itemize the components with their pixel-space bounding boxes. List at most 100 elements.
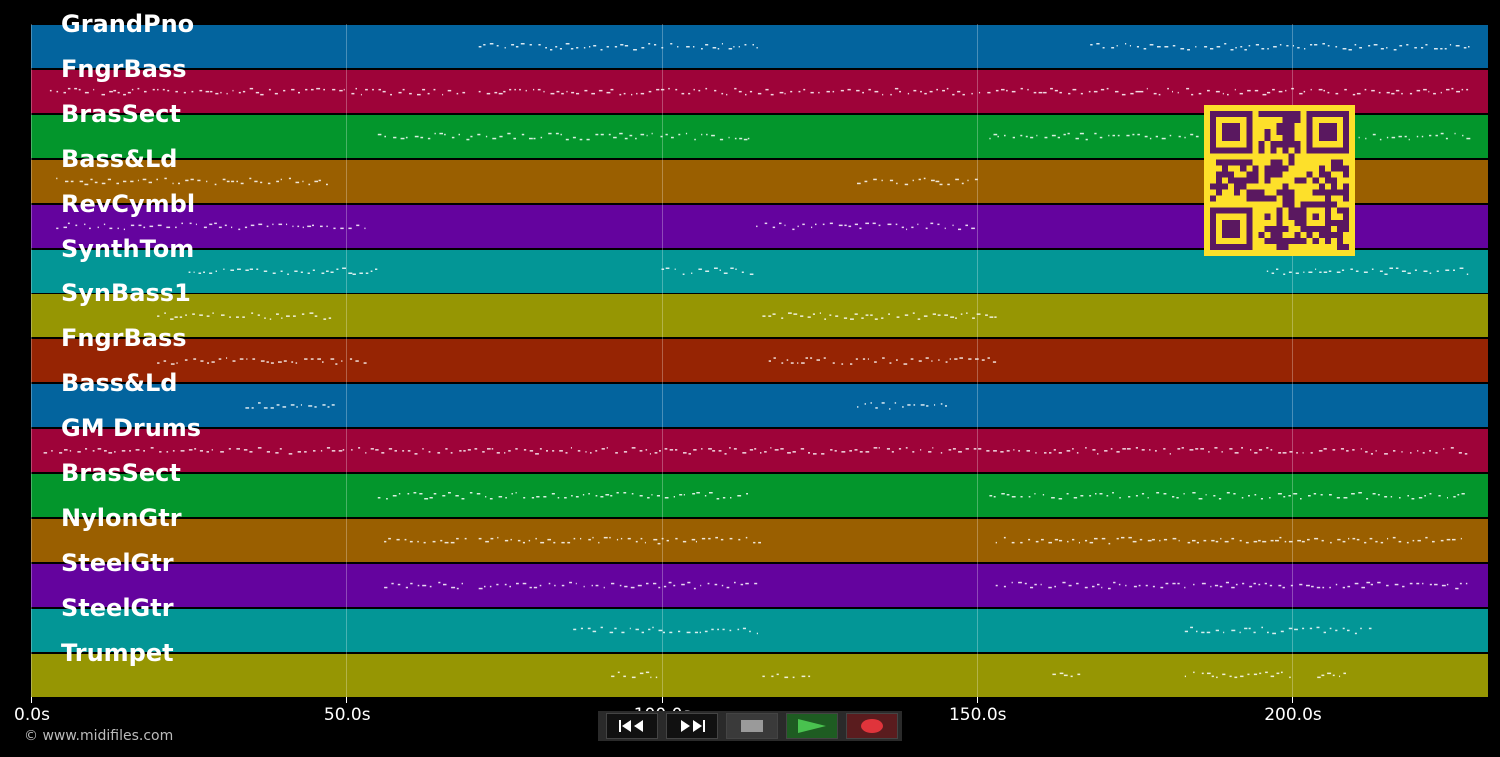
note-mark (675, 88, 678, 91)
note-mark (589, 46, 591, 48)
note-mark (938, 359, 940, 361)
note-mark (1297, 47, 1300, 49)
qr-code-icon[interactable] (1204, 105, 1355, 256)
note-mark (1126, 134, 1130, 137)
note-mark (1038, 91, 1043, 94)
note-mark (1116, 45, 1118, 47)
note-mark (1456, 90, 1460, 93)
note-mark (678, 133, 681, 136)
note-mark (631, 493, 634, 495)
note-mark (749, 90, 753, 93)
note-mark (1386, 47, 1388, 49)
note-mark (663, 585, 667, 588)
note-mark (926, 405, 929, 407)
note-mark (538, 44, 541, 46)
note-mark (1440, 539, 1444, 542)
note-mark (1272, 88, 1275, 91)
note-mark (989, 137, 991, 140)
note-mark (1159, 539, 1161, 542)
note-mark (236, 180, 238, 183)
note-mark (537, 88, 541, 91)
note-mark (928, 451, 932, 453)
record-button[interactable] (846, 713, 898, 739)
note-mark (1231, 586, 1235, 589)
note-mark (1308, 271, 1313, 273)
note-mark (314, 406, 317, 408)
note-mark (135, 449, 140, 451)
rewind-button[interactable] (606, 713, 658, 739)
note-mark (193, 271, 195, 273)
note-mark (967, 179, 969, 182)
note-mark (288, 177, 291, 180)
note-mark (745, 582, 749, 585)
note-mark (886, 448, 890, 450)
note-mark (972, 317, 975, 319)
note-mark (1308, 495, 1311, 497)
note-mark (157, 315, 160, 317)
track-lane (31, 249, 1488, 293)
note-mark (1360, 448, 1362, 450)
note-mark (1421, 135, 1424, 138)
note-mark (1282, 586, 1285, 589)
note-mark (737, 495, 742, 497)
note-mark (413, 492, 417, 494)
note-mark (1358, 136, 1360, 139)
note-mark (1277, 493, 1282, 495)
note-mark (555, 132, 559, 135)
note-mark (1356, 538, 1360, 541)
note-mark (771, 675, 774, 678)
note-mark (1260, 498, 1263, 500)
note-mark (314, 315, 318, 317)
note-mark (950, 316, 955, 318)
note-mark (384, 135, 386, 138)
note-mark (681, 583, 685, 586)
note-mark (63, 226, 67, 229)
note-mark (579, 138, 583, 141)
note-mark (1344, 88, 1347, 91)
note-mark (320, 225, 323, 228)
note-mark (1336, 497, 1340, 499)
note-mark (1310, 452, 1313, 454)
note-mark (1416, 582, 1420, 585)
note-mark (683, 452, 687, 454)
note-mark (64, 449, 68, 451)
note-mark (180, 450, 185, 452)
note-mark (756, 47, 758, 49)
note-mark (1436, 270, 1439, 272)
note-mark (231, 180, 235, 183)
note-mark (451, 136, 455, 139)
note-mark (843, 317, 848, 319)
note-mark (1235, 583, 1238, 586)
note-mark (878, 224, 881, 227)
note-mark (1059, 539, 1063, 542)
fast-forward-button[interactable] (666, 713, 718, 739)
note-mark (856, 89, 860, 92)
note-mark (1267, 48, 1269, 50)
note-mark (467, 449, 471, 451)
note-mark (1320, 494, 1323, 496)
note-mark (307, 272, 310, 274)
note-mark (1379, 138, 1382, 141)
note-mark (1351, 493, 1355, 495)
note-mark (1347, 585, 1351, 588)
note-mark (427, 137, 431, 140)
stop-button[interactable] (726, 713, 778, 739)
note-mark (1128, 496, 1131, 498)
note-mark (1116, 537, 1119, 540)
note-mark (237, 268, 241, 270)
note-mark (331, 404, 335, 406)
note-mark (1386, 136, 1389, 139)
note-mark (722, 497, 726, 499)
note-mark (492, 137, 497, 140)
note-mark (1068, 92, 1071, 95)
note-mark (149, 225, 154, 228)
note-mark (1125, 43, 1127, 45)
play-button[interactable] (786, 713, 838, 739)
note-mark (1275, 539, 1279, 542)
note-mark (1089, 541, 1094, 544)
note-mark (414, 453, 418, 455)
note-mark (1200, 448, 1204, 450)
note-mark (183, 91, 186, 94)
note-mark (989, 495, 993, 497)
note-mark (274, 92, 278, 95)
